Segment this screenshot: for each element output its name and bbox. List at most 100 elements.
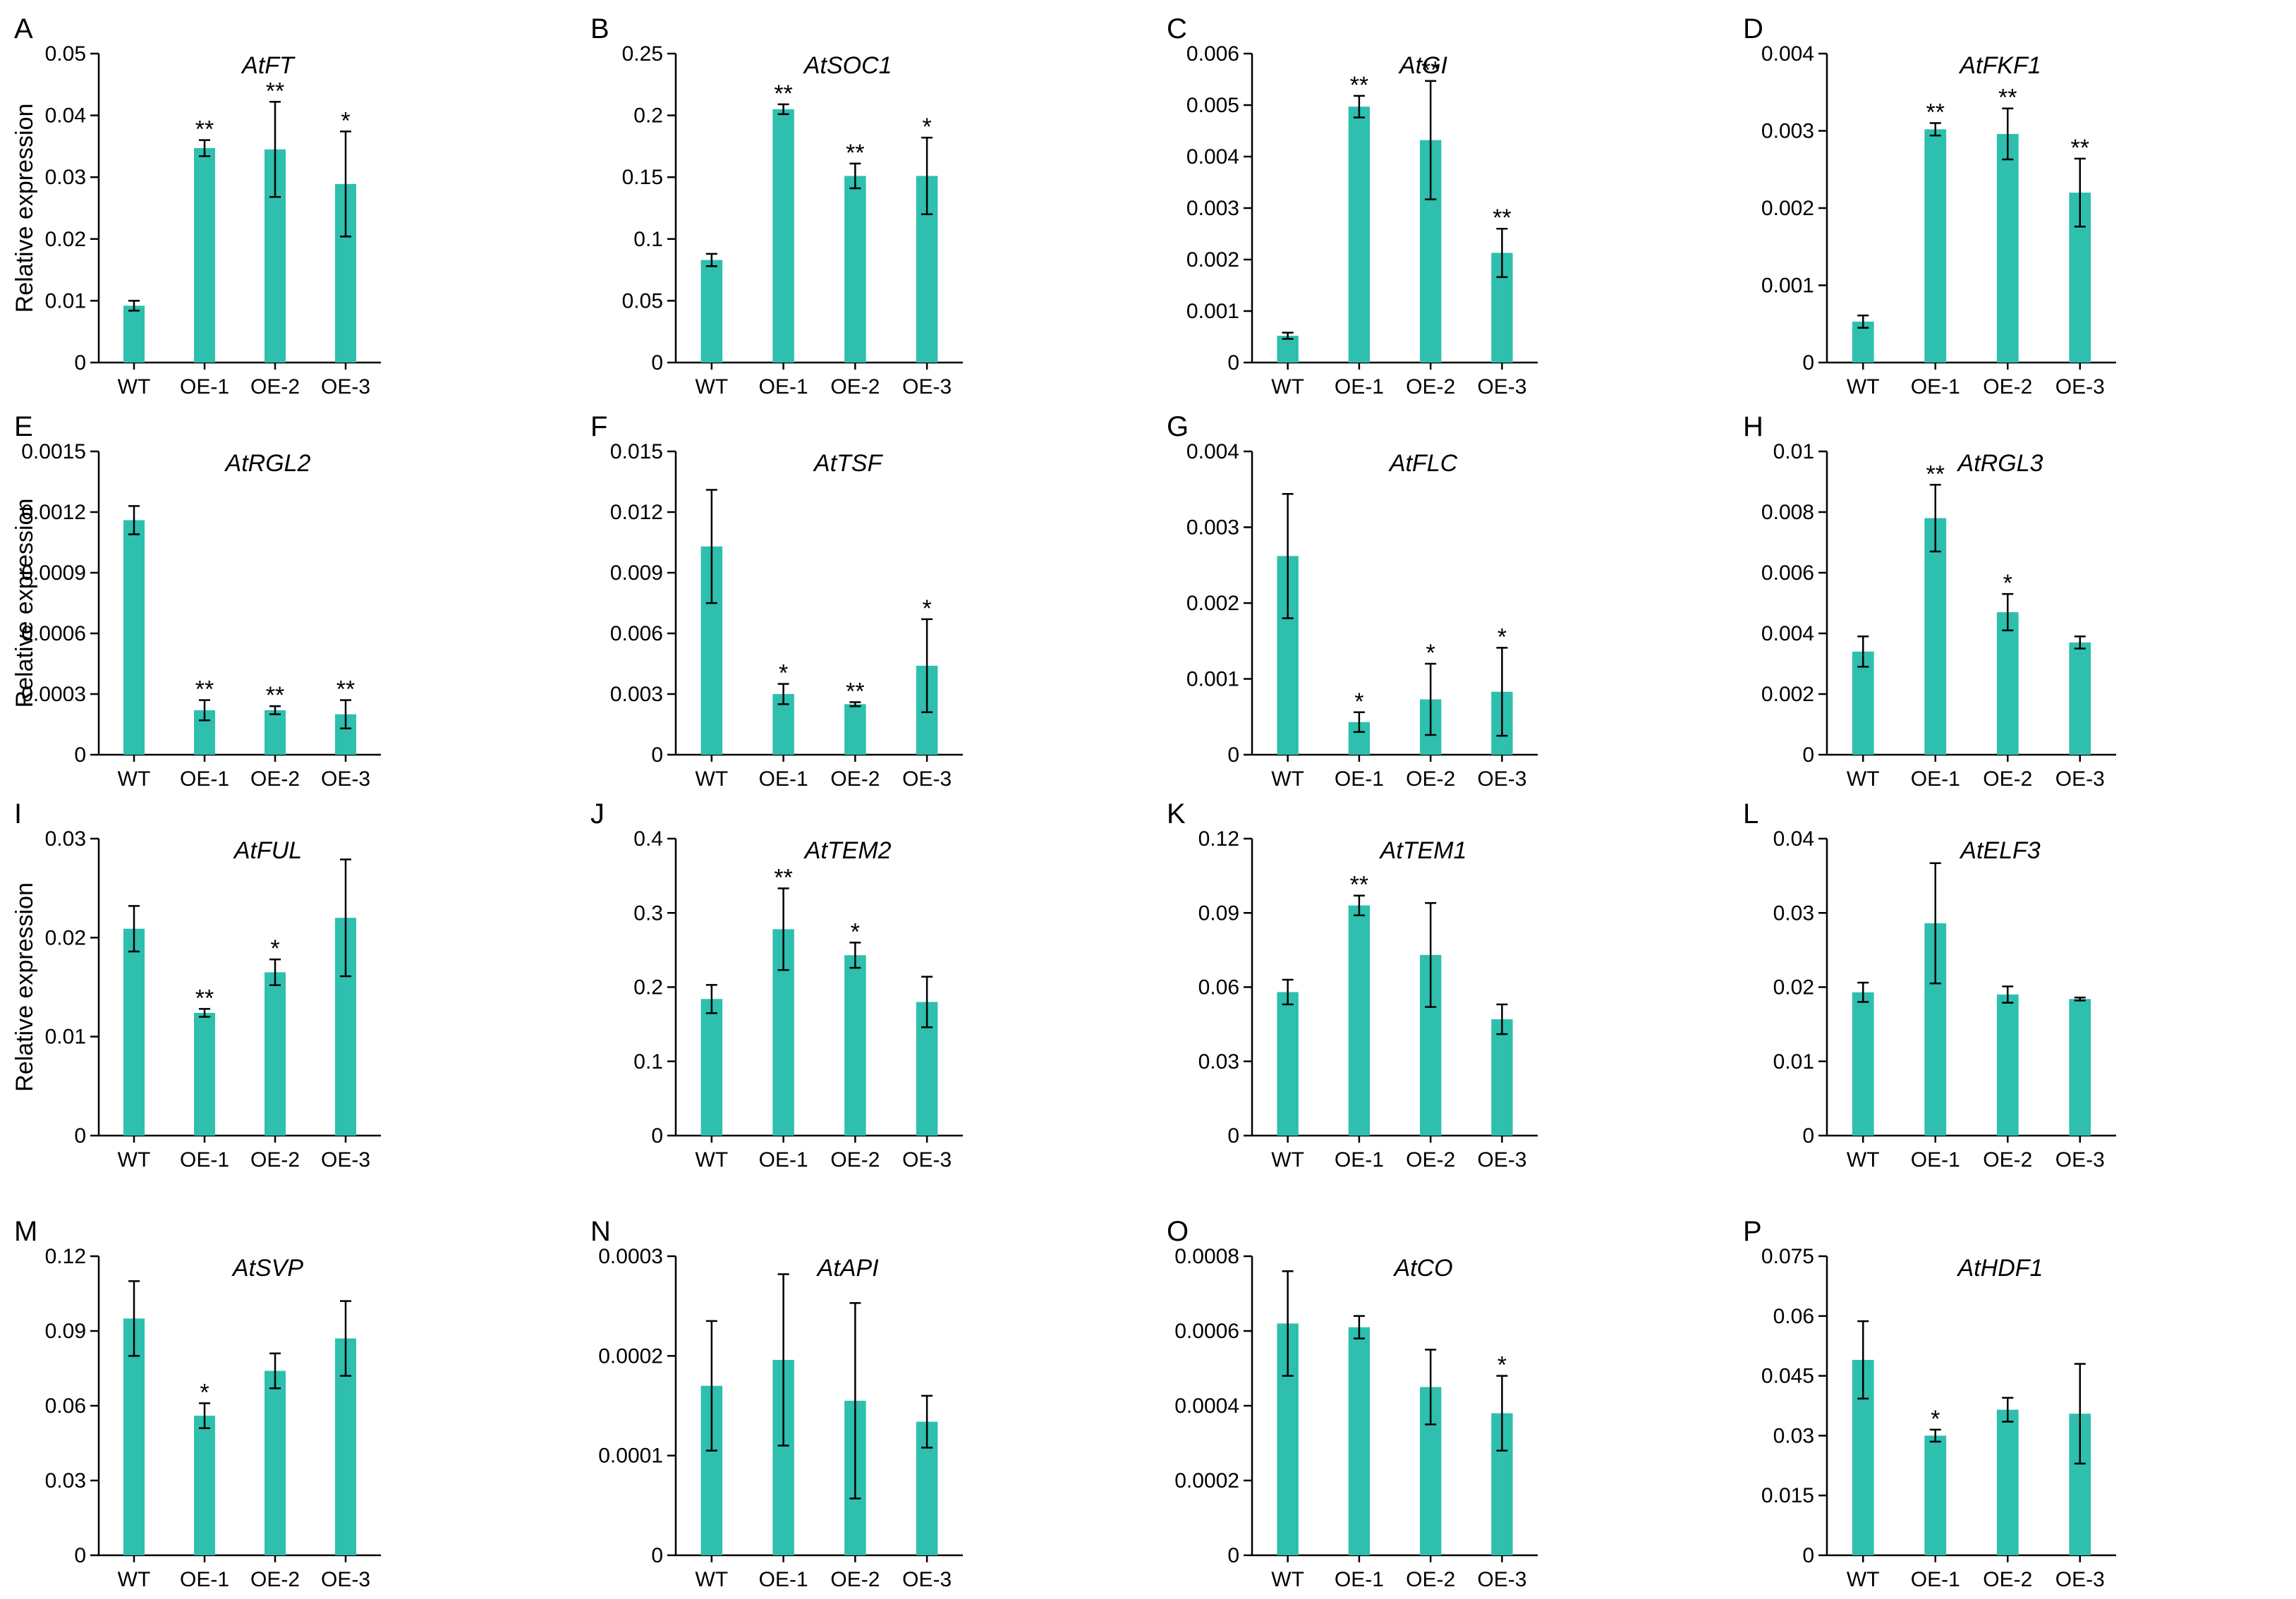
- x-tick-label: OE-1: [180, 1568, 229, 1591]
- y-tick-label: 0.006: [610, 622, 663, 645]
- y-tick-label: 0.015: [610, 440, 663, 463]
- panel-letter: N: [590, 1216, 611, 1247]
- chart-title: AtGI: [1398, 52, 1448, 79]
- x-tick-label: OE-2: [1406, 767, 1455, 791]
- y-tick-label: 0.09: [1198, 901, 1239, 925]
- y-tick-label: 0.04: [1773, 827, 1814, 851]
- panel-M: M 0 0.03 0.06 0.09 0.12 AtSVP WT OE-1 * OE-2 OE-3: [14, 1216, 381, 1591]
- bar-oe-2: [844, 704, 866, 755]
- y-tick-label: 0.12: [1198, 827, 1239, 851]
- y-tick-label: 0.05: [622, 289, 663, 312]
- y-tick-label: 0.03: [45, 1469, 86, 1492]
- significance-marker: *: [923, 114, 932, 140]
- y-tick-label: 0.015: [1761, 1484, 1814, 1507]
- x-tick-label: WT: [118, 1568, 151, 1591]
- panel-C: C 0 0.001 0.002 0.003 0.004 0.005 0.006 AtGI WT OE…: [1167, 13, 1538, 399]
- y-tick-label: 0.004: [1186, 145, 1239, 169]
- x-tick-label: OE-3: [1477, 767, 1526, 791]
- x-tick-label: OE-3: [321, 1148, 370, 1172]
- significance-marker: **: [1493, 205, 1511, 231]
- x-tick-label: OE-2: [250, 767, 300, 791]
- x-tick-label: OE-3: [2055, 1568, 2105, 1591]
- x-tick-label: WT: [1271, 1148, 1304, 1172]
- bar-oe-2: [1996, 612, 2019, 755]
- panel-letter: E: [14, 411, 33, 442]
- y-tick-label: 0.02: [1773, 976, 1814, 999]
- significance-marker: *: [1498, 1352, 1507, 1379]
- x-tick-label: WT: [1847, 375, 1880, 399]
- y-tick-label: 0.009: [610, 561, 663, 585]
- y-tick-label: 0: [1227, 351, 1239, 375]
- bar-wt: [1277, 992, 1299, 1136]
- y-tick-label: 0.002: [1186, 248, 1239, 272]
- y-tick-label: 0.01: [45, 1026, 86, 1049]
- y-tick-label: 0.25: [622, 42, 663, 66]
- x-tick-label: OE-3: [902, 767, 952, 791]
- x-tick-label: OE-1: [1335, 1148, 1384, 1172]
- y-tick-label: 0: [651, 351, 663, 375]
- y-tick-label: 0.004: [1186, 440, 1239, 463]
- significance-marker: **: [774, 865, 792, 892]
- y-tick-label: 0.05: [45, 42, 86, 66]
- y-tick-label: 0: [74, 1124, 86, 1148]
- significance-marker: *: [2003, 570, 2012, 597]
- bar-wt: [700, 260, 723, 363]
- y-tick-label: 0.005: [1186, 94, 1239, 117]
- x-tick-label: WT: [696, 375, 729, 399]
- x-tick-label: OE-2: [1406, 1148, 1455, 1172]
- chart-title: AtFLC: [1388, 450, 1458, 477]
- y-tick-label: 0: [651, 743, 663, 767]
- y-tick-label: 0: [74, 743, 86, 767]
- panel-P: P 0 0.015 0.03 0.045 0.06 0.075 AtHDF1 WT OE-1 * OE…: [1743, 1216, 2116, 1591]
- significance-marker: **: [336, 676, 355, 703]
- y-tick-label: 0.1: [633, 1050, 663, 1074]
- panel-letter: G: [1167, 411, 1189, 442]
- y-tick-label: 0.1: [633, 228, 663, 251]
- panel-letter: B: [590, 13, 609, 44]
- bar-wt: [123, 305, 145, 363]
- y-tick-label: 0.03: [45, 827, 86, 851]
- y-tick-label: 0.006: [1761, 561, 1814, 585]
- panel-letter: A: [14, 13, 33, 44]
- x-tick-label: OE-3: [902, 375, 952, 399]
- y-tick-label: 0.004: [1761, 622, 1814, 645]
- x-tick-label: WT: [118, 1148, 151, 1172]
- y-tick-label: 0.01: [45, 289, 86, 312]
- y-tick-label: 0.0003: [598, 1245, 663, 1268]
- bar-oe-1: [1924, 129, 1947, 363]
- y-tick-label: 0: [1227, 1124, 1239, 1148]
- significance-marker: *: [1426, 640, 1435, 667]
- bar-oe-1: [194, 1012, 215, 1136]
- y-tick-label: 0.01: [1773, 1050, 1814, 1074]
- significance-marker: *: [923, 595, 932, 622]
- panel-letter: K: [1167, 798, 1186, 829]
- x-tick-label: OE-2: [1983, 767, 2032, 791]
- significance-marker: **: [1350, 72, 1368, 99]
- significance-marker: *: [341, 107, 350, 134]
- significance-marker: **: [1998, 85, 2017, 111]
- y-tick-label: 0.0001: [598, 1445, 663, 1468]
- y-tick-label: 0.075: [1761, 1245, 1814, 1268]
- x-tick-label: OE-3: [321, 1568, 370, 1591]
- bar-oe-2: [265, 972, 286, 1136]
- y-tick-label: 0: [74, 351, 86, 375]
- x-tick-label: OE-1: [1335, 767, 1384, 791]
- y-tick-label: 0.0002: [598, 1344, 663, 1368]
- y-tick-label: 0.0006: [1174, 1320, 1239, 1343]
- bar-wt: [123, 1318, 145, 1555]
- y-tick-label: 0.003: [1761, 120, 1814, 143]
- y-tick-label: 0.0015: [21, 440, 86, 463]
- x-tick-label: OE-1: [180, 767, 229, 791]
- x-tick-label: OE-1: [1911, 1148, 1960, 1172]
- y-tick-label: 0.003: [1186, 197, 1239, 220]
- x-tick-label: OE-2: [1983, 1148, 2032, 1172]
- bar-wt: [1277, 336, 1299, 363]
- chart-title: AtTEM2: [803, 837, 892, 864]
- y-tick-label: 0.3: [633, 901, 663, 925]
- x-tick-label: OE-2: [830, 1148, 880, 1172]
- y-tick-label: 0: [74, 1544, 86, 1567]
- y-tick-label: 0.02: [45, 926, 86, 949]
- x-tick-label: OE-1: [759, 1148, 808, 1172]
